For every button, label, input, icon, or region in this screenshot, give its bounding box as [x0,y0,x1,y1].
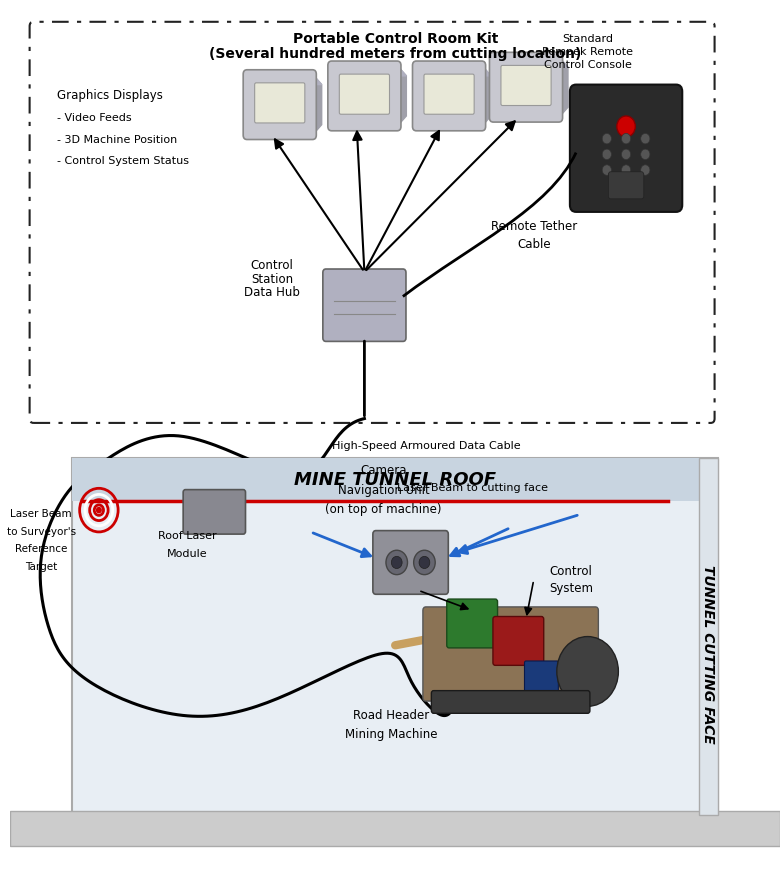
Text: - Video Feeds: - Video Feeds [57,112,131,123]
Circle shape [617,116,636,137]
FancyBboxPatch shape [490,52,562,122]
FancyBboxPatch shape [254,83,305,123]
FancyBboxPatch shape [699,458,718,815]
Text: Remote Tether: Remote Tether [491,221,577,233]
FancyBboxPatch shape [72,458,718,501]
Circle shape [386,550,407,575]
Text: Reference: Reference [15,544,67,555]
Text: Station: Station [251,273,293,285]
Text: Navigation Unit: Navigation Unit [338,484,430,496]
Text: Mining Machine: Mining Machine [345,728,438,740]
Text: Camera: Camera [360,465,407,477]
Circle shape [602,165,612,175]
Circle shape [97,508,101,513]
Polygon shape [397,65,406,126]
Polygon shape [313,74,321,135]
FancyBboxPatch shape [570,85,682,212]
Text: Control Console: Control Console [544,60,632,71]
FancyBboxPatch shape [328,61,401,131]
FancyBboxPatch shape [72,458,718,815]
FancyBboxPatch shape [243,70,317,140]
Text: Pempek Remote: Pempek Remote [542,47,633,58]
Polygon shape [247,74,321,85]
Text: Laser Beam to cutting face: Laser Beam to cutting face [397,483,548,493]
Text: Cable: Cable [517,238,551,250]
FancyBboxPatch shape [524,661,558,699]
Circle shape [419,556,430,569]
FancyBboxPatch shape [431,691,590,713]
Circle shape [602,149,612,160]
Text: - Control System Status: - Control System Status [57,156,189,167]
Circle shape [622,133,631,144]
Text: MINE TUNNEL ROOF: MINE TUNNEL ROOF [294,471,496,488]
Text: High-Speed Armoured Data Cable: High-Speed Armoured Data Cable [332,441,520,452]
FancyBboxPatch shape [423,607,598,701]
Text: (on top of machine): (on top of machine) [325,503,442,515]
Circle shape [640,165,650,175]
Polygon shape [493,57,568,67]
FancyBboxPatch shape [501,65,551,106]
FancyBboxPatch shape [608,172,643,199]
Polygon shape [417,65,491,76]
Text: (Several hundred meters from cutting location): (Several hundred meters from cutting loc… [209,47,581,61]
FancyBboxPatch shape [373,530,448,595]
FancyBboxPatch shape [447,599,498,648]
Circle shape [413,550,435,575]
Text: System: System [549,582,593,595]
Circle shape [622,165,631,175]
Text: to Surveyor's: to Surveyor's [6,527,76,537]
FancyBboxPatch shape [413,61,486,131]
FancyBboxPatch shape [10,811,780,846]
FancyBboxPatch shape [30,22,714,423]
Text: Roof Laser: Roof Laser [158,531,217,542]
FancyBboxPatch shape [339,74,389,114]
Text: Target: Target [25,562,57,572]
Polygon shape [332,65,406,76]
FancyBboxPatch shape [493,617,544,665]
Circle shape [622,149,631,160]
FancyBboxPatch shape [424,74,474,114]
FancyBboxPatch shape [323,269,406,341]
Circle shape [392,556,402,569]
Text: TUNNEL CUTTING FACE: TUNNEL CUTTING FACE [701,565,715,743]
Circle shape [640,149,650,160]
Text: Portable Control Room Kit: Portable Control Room Kit [292,32,498,46]
Text: Standard: Standard [562,34,613,44]
Circle shape [640,133,650,144]
Text: Laser Beam: Laser Beam [10,509,72,520]
Text: Control: Control [549,565,592,577]
FancyBboxPatch shape [183,490,246,534]
Text: Module: Module [167,548,207,559]
Text: Control: Control [250,260,293,272]
Text: Road Header: Road Header [353,709,430,721]
Circle shape [602,133,612,144]
Text: Graphics Displays: Graphics Displays [57,90,162,102]
Circle shape [557,637,619,706]
Text: - 3D Machine Position: - 3D Machine Position [57,134,177,145]
Text: Data Hub: Data Hub [244,286,300,298]
Polygon shape [558,57,568,118]
Polygon shape [482,65,491,126]
